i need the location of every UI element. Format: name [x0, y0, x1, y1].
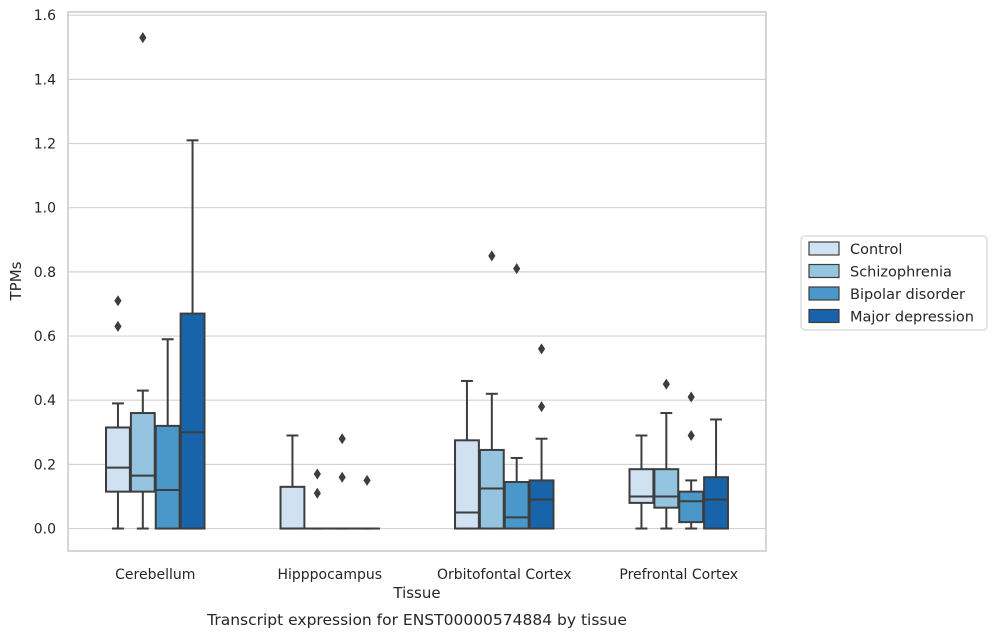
- outlier-point: [662, 378, 670, 390]
- legend-swatch: [808, 286, 840, 301]
- box-schizophrenia: [304, 468, 331, 530]
- legend-label: Schizophrenia: [850, 265, 952, 281]
- box-major-depression: [179, 139, 206, 530]
- legend-label: Control: [850, 242, 902, 258]
- y-tick-label: 0.2: [34, 457, 56, 473]
- outlier-point: [513, 263, 521, 275]
- y-tick-label: 1.2: [34, 137, 56, 153]
- outlier-point: [313, 468, 321, 480]
- box-body: [528, 479, 555, 530]
- box-body: [678, 490, 705, 524]
- x-tick-labels: Cerebellum Hipppocampus Orbitofontal Corte…: [115, 567, 738, 583]
- box-control: [279, 434, 306, 530]
- legend-swatch: [808, 263, 840, 279]
- outlier-point: [139, 32, 147, 44]
- chart-caption: Transcript expression for ENST0000057488…: [206, 611, 627, 629]
- plot-frame: [67, 11, 767, 552]
- outlier-point: [687, 430, 695, 441]
- y-tick-label: 0.4: [34, 393, 56, 409]
- box-body: [503, 481, 530, 530]
- y-tick-label: 1.0: [34, 201, 56, 217]
- y-tick-label: 0.0: [34, 522, 56, 538]
- box-body: [179, 312, 206, 530]
- box-control: [454, 379, 480, 530]
- box-major-depression: [354, 474, 380, 530]
- box-schizophrenia: [129, 32, 156, 530]
- boxes-layer: [105, 32, 729, 530]
- outlier-point: [687, 391, 695, 403]
- x-tick-label: Hipppocampus: [277, 567, 382, 583]
- legend-label: Bipolar disorder: [850, 287, 965, 303]
- x-tick-label: Cerebellum: [115, 567, 195, 583]
- y-tick-label: 0.6: [34, 329, 56, 345]
- y-tick-label: 0.8: [34, 265, 56, 281]
- outlier-point: [313, 487, 321, 499]
- outlier-point: [488, 250, 496, 262]
- box-bipolar-disorder: [678, 391, 705, 530]
- y-tick-label: 1.4: [34, 72, 56, 88]
- legend-swatch: [808, 241, 840, 256]
- outlier-point: [114, 320, 122, 332]
- box-control: [628, 434, 655, 530]
- x-tick-label: Prefrontal Cortex: [619, 567, 738, 583]
- outlier-point: [338, 471, 346, 483]
- y-axis-label: TPMs: [7, 261, 25, 301]
- box-bipolar-disorder: [503, 263, 530, 530]
- legend-frame: [800, 235, 988, 331]
- box-schizophrenia: [653, 378, 680, 530]
- y-tick-label: 1.6: [34, 8, 56, 24]
- legend-swatch: [808, 308, 840, 324]
- legend-label: Major depression: [850, 310, 974, 326]
- box-body: [703, 476, 729, 530]
- legend: Control Schizophrenia Bipolar disorder Majo…: [800, 235, 988, 331]
- outlier-point: [537, 343, 546, 355]
- box-body: [653, 468, 680, 509]
- box-body: [454, 439, 480, 530]
- box-body: [129, 412, 156, 493]
- outlier-point: [114, 295, 122, 307]
- y-tick-labels: 0.0 0.2 0.4 0.6 0.8 1.0 1.2 1.4 1.6: [34, 8, 56, 537]
- outlier-point: [338, 433, 346, 445]
- box-body: [628, 468, 655, 504]
- x-tick-label: Orbitofontal Cortex: [437, 567, 572, 583]
- outlier-point: [537, 401, 546, 413]
- box-major-depression: [703, 418, 729, 530]
- outlier-point: [363, 474, 371, 486]
- x-axis-label: Tissue: [392, 584, 440, 602]
- box-body: [105, 426, 131, 493]
- box-major-depression: [528, 343, 555, 530]
- box-body: [154, 424, 181, 530]
- box-body: [279, 485, 306, 530]
